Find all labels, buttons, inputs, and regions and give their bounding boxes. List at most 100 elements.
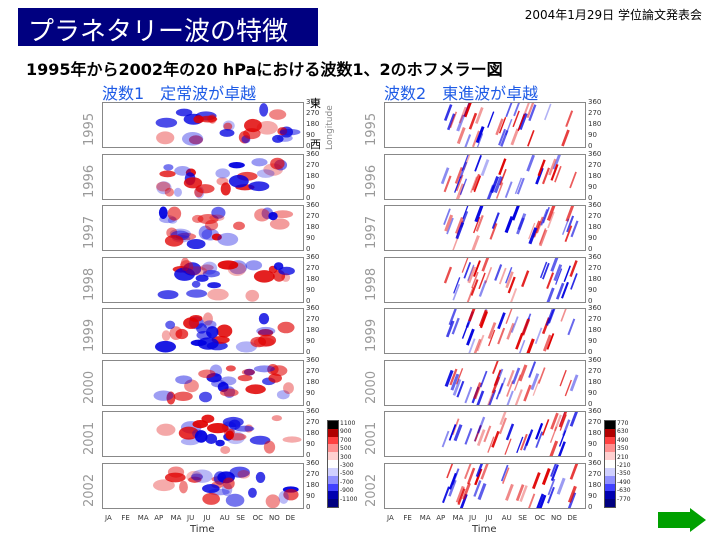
right-longitude-tick: 270: [588, 469, 602, 478]
wave-streak: [526, 338, 535, 353]
wave-streak: [498, 128, 507, 146]
wave-streak: [567, 485, 577, 503]
wave-streak: [495, 118, 504, 136]
wave-blob: [166, 390, 176, 404]
wave-streak: [547, 478, 556, 495]
wave-streak: [473, 216, 481, 234]
left-month-tick: OC: [252, 514, 263, 522]
wave-streak: [449, 111, 458, 129]
right-longitude-tick: 180: [588, 171, 602, 180]
right-longitude-tick: 90: [588, 182, 597, 191]
right-longitude-tick: 0: [588, 451, 593, 459]
wave-blob: [248, 180, 270, 191]
wave-blob: [191, 468, 213, 483]
left-longitude-tick: 360: [306, 149, 320, 158]
left-year-label: 1995: [82, 112, 97, 146]
wave-streak: [492, 360, 499, 374]
wave-streak: [495, 181, 504, 199]
wave-blob: [222, 477, 235, 489]
wave-streak: [510, 316, 519, 333]
wave-streak: [459, 161, 468, 178]
right-colorbar-label: -210: [617, 462, 631, 469]
left-panel-2001: [102, 411, 304, 457]
right-longitude-tick: 0: [588, 502, 593, 511]
left-longitude-tick: 0: [306, 348, 311, 356]
wave-streak: [450, 373, 460, 391]
left-longitude-tick: 90: [306, 182, 315, 191]
wave-blob: [200, 263, 214, 271]
right-hovmoller-plot: [443, 103, 574, 147]
wave-blob: [204, 219, 219, 231]
wave-streak: [542, 206, 550, 224]
wave-streak: [452, 378, 462, 396]
wave-streak: [569, 259, 578, 277]
wave-streak: [475, 463, 484, 477]
left-longitude-tick: 180: [306, 223, 320, 231]
wave-streak: [526, 103, 535, 119]
wave-streak: [521, 269, 530, 287]
wave-streak: [559, 414, 567, 431]
wave-blob: [241, 368, 256, 375]
wave-streak: [470, 175, 478, 193]
wave-blob: [223, 122, 233, 131]
wave-streak: [452, 236, 459, 250]
wave-blob: [183, 176, 203, 188]
wave-streak: [541, 166, 551, 184]
left-colorbar-label: -700: [340, 478, 354, 486]
right-year-label: 1995: [364, 112, 379, 146]
wave-streak: [468, 112, 478, 130]
wave-streak: [491, 212, 500, 229]
left-year-label: 1998: [82, 267, 97, 301]
wave-streak: [523, 384, 532, 401]
wave-blob: [189, 315, 203, 322]
wave-streak: [515, 332, 524, 350]
wave-streak: [468, 338, 476, 353]
colorbar-swatch: [605, 436, 615, 445]
right-year-label: 1999: [364, 318, 379, 352]
slide-title: プラネタリー波の特徴: [28, 17, 289, 47]
wave-streak: [570, 220, 579, 238]
wave-streak: [528, 360, 537, 378]
wave-streak: [473, 338, 482, 353]
wave-streak: [451, 317, 460, 335]
wave-blob: [245, 289, 260, 302]
wave-streak: [549, 440, 559, 456]
left-month-tick: JA: [105, 514, 112, 522]
wave-streak: [493, 175, 503, 193]
wave-streak: [499, 168, 507, 185]
wave-streak: [505, 309, 513, 325]
right-longitude-tick: 180: [588, 377, 602, 386]
wave-streak: [542, 334, 552, 352]
right-longitude-tick: 360: [588, 407, 602, 415]
wave-streak: [490, 175, 500, 193]
wave-streak: [506, 369, 515, 387]
left-longitude-tick: 360: [306, 252, 320, 261]
wave-streak: [458, 106, 467, 124]
left-longitude-tick: 270: [306, 109, 320, 117]
right-longitude-tick: 180: [588, 326, 602, 334]
wave-streak: [461, 257, 469, 273]
left-colorbar-label: 900: [340, 428, 352, 436]
left-longitude-tick: 90: [306, 440, 315, 448]
wave-streak: [558, 430, 567, 447]
left-panel-1998: [102, 256, 304, 303]
wave-streak: [550, 257, 559, 272]
wave-blob: [178, 426, 199, 440]
left-month-tick: JU: [187, 514, 195, 522]
wave-blob: [237, 469, 251, 479]
wave-streak: [569, 373, 579, 391]
wave-blob: [193, 115, 204, 124]
wave-streak: [502, 466, 510, 484]
wave-streak: [466, 286, 475, 302]
wave-blob: [208, 114, 217, 124]
wave-streak: [471, 235, 480, 250]
wave-streak: [452, 283, 460, 300]
colorbar-swatch: [328, 460, 338, 468]
next-arrow-icon[interactable]: [658, 508, 706, 532]
right-panel-1998: [384, 256, 586, 303]
wave-blob: [179, 480, 188, 493]
wave-blob: [233, 221, 245, 231]
right-hovmoller-plot: [445, 309, 576, 353]
left-longitude-tick: 180: [306, 480, 320, 489]
wave-streak: [549, 426, 558, 443]
